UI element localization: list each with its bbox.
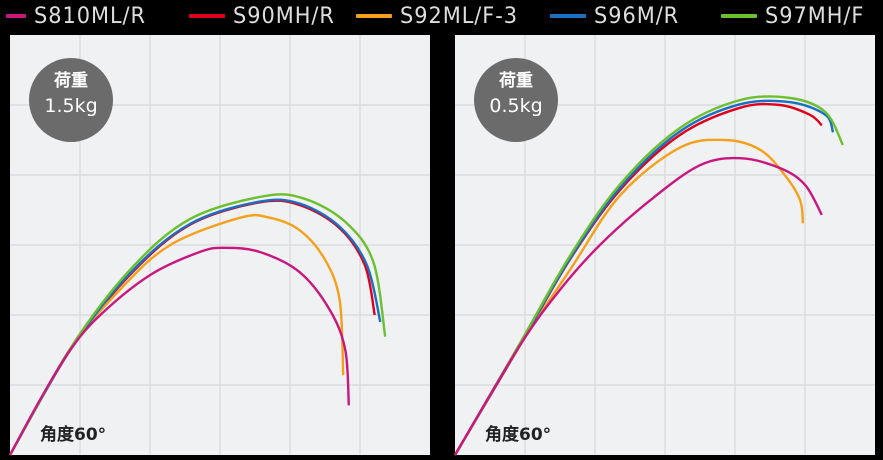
- chart-panel-1-5kg: 荷重 1.5kg 角度60°: [8, 35, 430, 456]
- legend-swatch: [6, 14, 26, 18]
- badge-line2: 0.5kg: [489, 95, 542, 117]
- legend-swatch: [189, 14, 225, 18]
- legend-label: S96M/R: [594, 3, 680, 29]
- legend-swatch: [721, 14, 757, 18]
- legend-item-s92ml-f-3: S92ML/F-3: [356, 3, 524, 29]
- legend-item-s96m-r: S96M/R: [550, 3, 684, 29]
- badge-line1: 荷重: [499, 70, 533, 91]
- legend-item-s810ml-r: S810ML/R: [6, 3, 152, 29]
- badge-line2: 1.5kg: [44, 95, 97, 117]
- legend-label: S810ML/R: [34, 3, 147, 29]
- curve-s97mh-f: [453, 95, 844, 456]
- legend-item-s97mh-f: S97MH/F: [721, 3, 870, 29]
- load-badge: [474, 58, 558, 142]
- legend: S810ML/R S90MH/R S92ML/F-3 S96M/R S97MH/…: [0, 0, 883, 32]
- legend-swatch: [550, 14, 586, 18]
- legend-label: S92ML/F-3: [400, 3, 518, 29]
- legend-item-s90mh-r: S90MH/R: [189, 3, 340, 29]
- badge-line1: 荷重: [54, 70, 88, 91]
- legend-swatch: [356, 14, 392, 18]
- curve-s810ml-r: [453, 156, 823, 456]
- curve-s810ml-r: [8, 246, 350, 456]
- angle-label: 角度60°: [40, 424, 106, 445]
- legend-label: S97MH/F: [765, 3, 865, 29]
- legend-label: S90MH/R: [233, 3, 335, 29]
- load-badge: [29, 58, 113, 142]
- chart-panel-0-5kg: 荷重 0.5kg 角度60°: [453, 35, 875, 456]
- angle-label: 角度60°: [485, 424, 551, 445]
